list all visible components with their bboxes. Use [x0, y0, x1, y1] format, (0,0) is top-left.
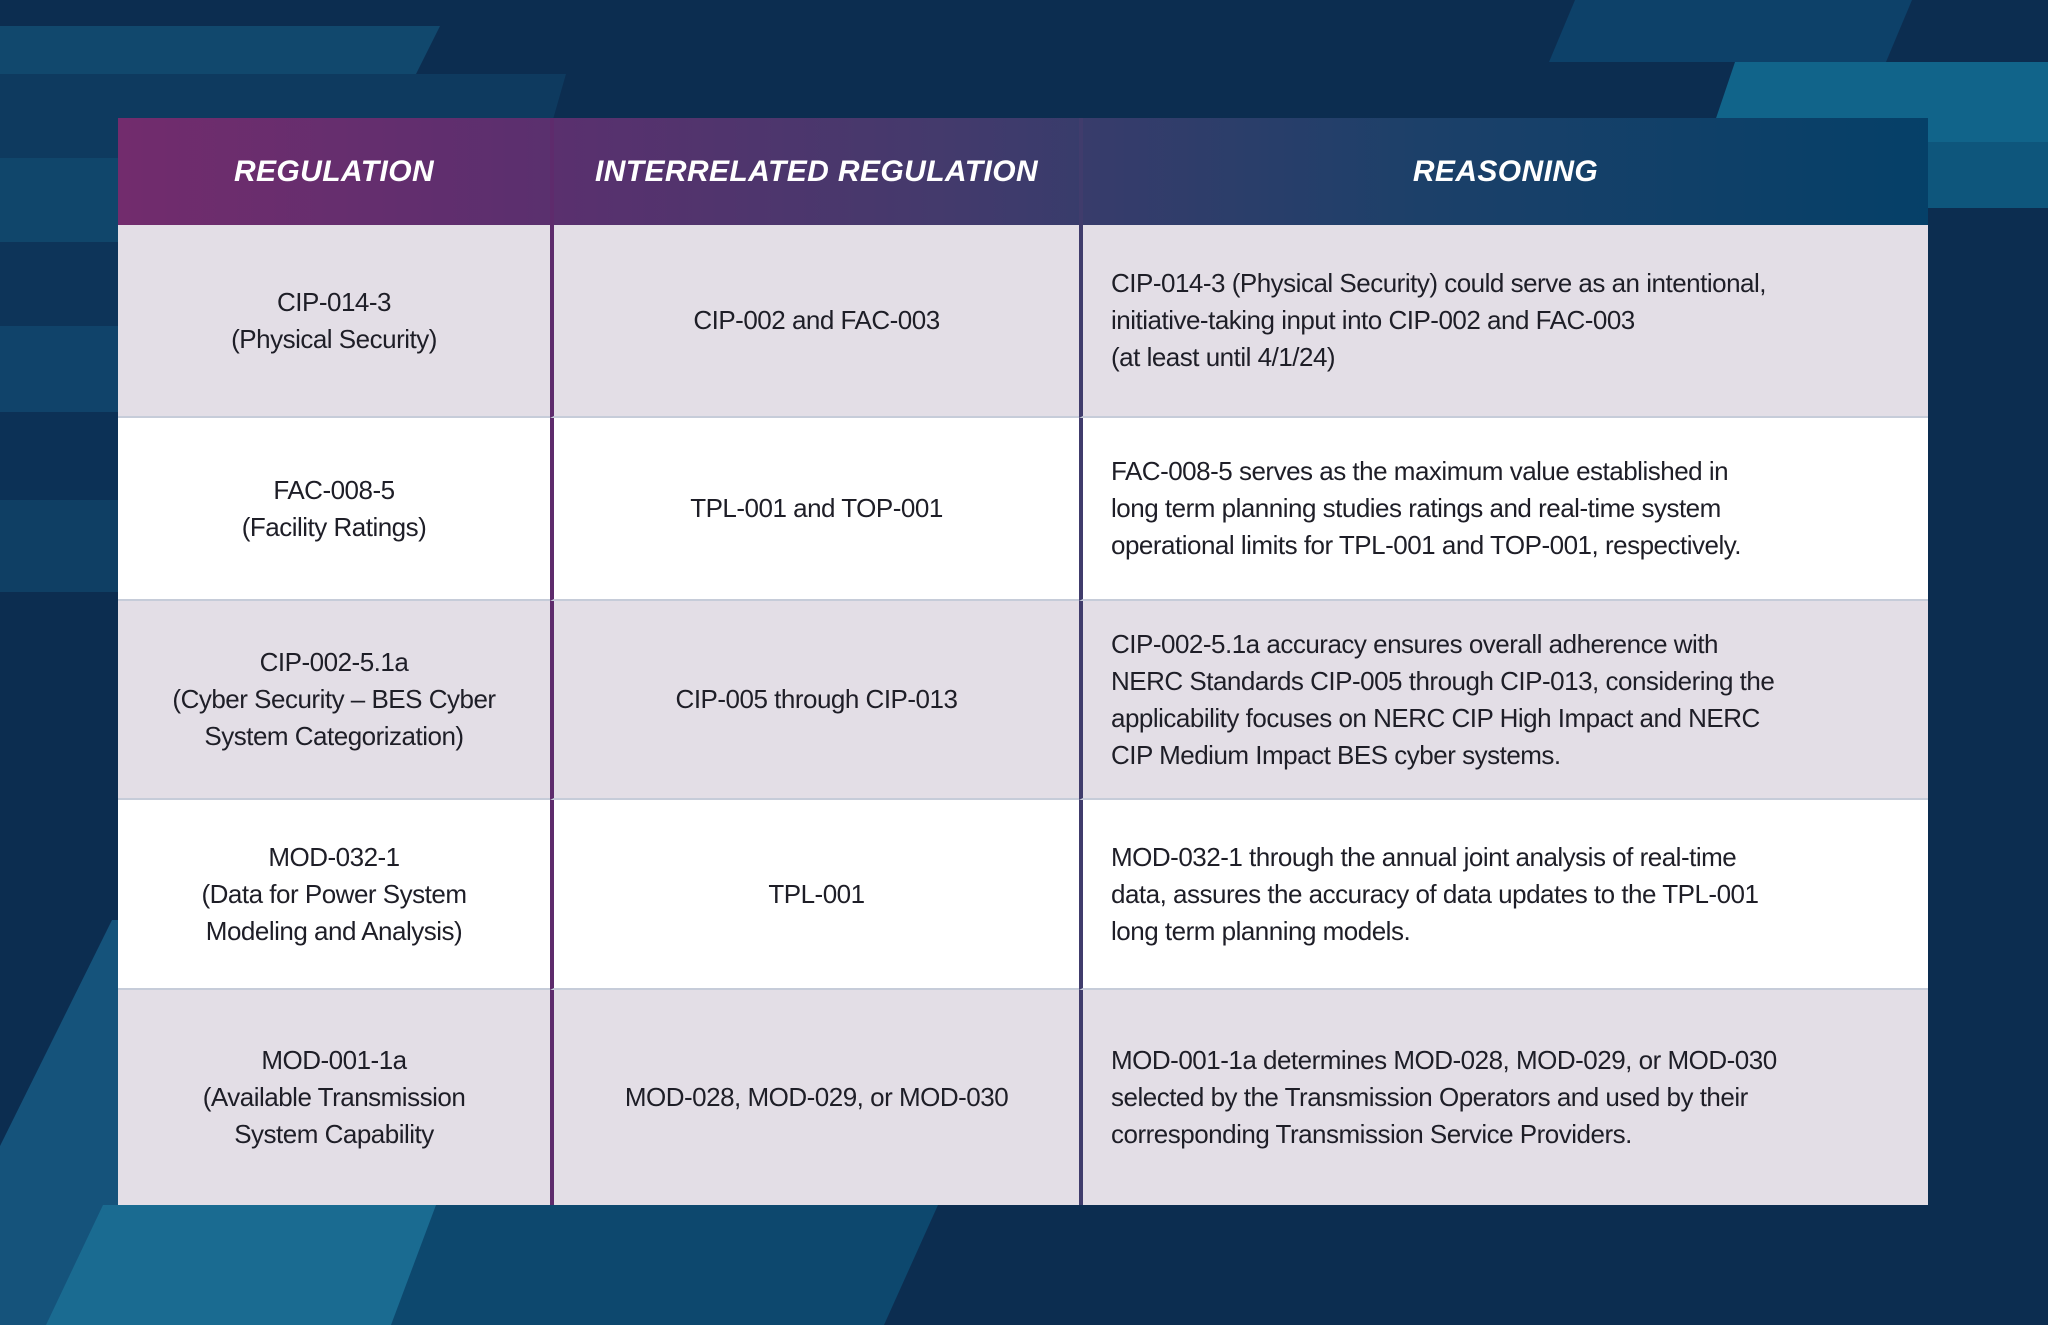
cell-regulation: MOD-001-1a (Available Transmission Syste…: [118, 990, 550, 1205]
column-header-interrelated-regulation: INTERRELATED REGULATION: [550, 118, 1079, 225]
cell-interrelated-regulation: TPL-001: [550, 800, 1079, 990]
cell-reasoning: CIP-014-3 (Physical Security) could serv…: [1079, 225, 1928, 418]
cell-reasoning: MOD-001-1a determines MOD-028, MOD-029, …: [1079, 990, 1928, 1205]
cell-interrelated-regulation: CIP-002 and FAC-003: [550, 225, 1079, 418]
regulation-table: REGULATION INTERRELATED REGULATION REASO…: [118, 118, 1928, 1205]
cell-interrelated-regulation: CIP-005 through CIP-013: [550, 601, 1079, 800]
cell-regulation: CIP-014-3 (Physical Security): [118, 225, 550, 418]
cell-interrelated-regulation: TPL-001 and TOP-001: [550, 418, 1079, 601]
cell-regulation: CIP-002-5.1a (Cyber Security – BES Cyber…: [118, 601, 550, 800]
cell-reasoning: CIP-002-5.1a accuracy ensures overall ad…: [1079, 601, 1928, 800]
cell-regulation: MOD-032-1 (Data for Power System Modelin…: [118, 800, 550, 990]
column-header-reasoning: REASONING: [1079, 118, 1928, 225]
cell-reasoning: FAC-008-5 serves as the maximum value es…: [1079, 418, 1928, 601]
cell-regulation: FAC-008-5 (Facility Ratings): [118, 418, 550, 601]
cell-interrelated-regulation: MOD-028, MOD-029, or MOD-030: [550, 990, 1079, 1205]
column-header-regulation: REGULATION: [233, 154, 435, 188]
cell-reasoning: MOD-032-1 through the annual joint analy…: [1079, 800, 1928, 990]
